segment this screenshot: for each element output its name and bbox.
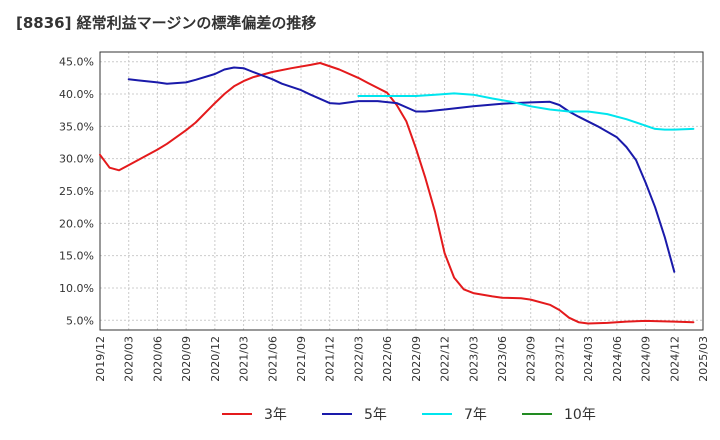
- x-tick-label: 2022/09: [410, 336, 423, 382]
- series-lines: [99, 62, 695, 325]
- y-tick-label: 30.0%: [59, 153, 94, 166]
- y-tick-label: 5.0%: [66, 314, 94, 327]
- x-tick-label: 2023/09: [525, 336, 538, 382]
- y-tick-label: 15.0%: [59, 250, 94, 263]
- legend-label-2: 7年: [464, 407, 487, 423]
- x-tick-label: 2023/12: [553, 336, 566, 382]
- grid-lines: [99, 52, 704, 330]
- x-tick-label: 2022/03: [352, 336, 365, 382]
- x-tick-label: 2023/06: [496, 336, 509, 382]
- x-tick-label: 2020/12: [209, 336, 222, 382]
- x-tick-label: 2021/12: [324, 336, 337, 382]
- y-tick-label: 35.0%: [59, 120, 94, 133]
- series-line-1: [127, 66, 676, 273]
- x-tick-label: 2022/06: [381, 336, 394, 382]
- x-tick-label: 2024/09: [640, 336, 653, 382]
- legend-label-3: 10年: [564, 407, 596, 423]
- y-tick-label: 10.0%: [59, 282, 94, 295]
- x-tick-label: 2020/03: [123, 336, 136, 382]
- y-tick-label: 20.0%: [59, 217, 94, 230]
- x-tick-label: 2020/06: [151, 336, 164, 382]
- x-tick-label: 2022/12: [439, 336, 452, 382]
- x-tick-label: 2021/09: [295, 336, 308, 382]
- series-line-2: [357, 92, 695, 131]
- x-tick-label: 2020/09: [180, 336, 193, 382]
- x-tick-label: 2023/03: [467, 336, 480, 382]
- x-tick-label: 2021/03: [238, 336, 251, 382]
- chart-title: [8836] 経常利益マージンの標準偏差の推移: [16, 14, 317, 32]
- y-tick-label: 25.0%: [59, 185, 94, 198]
- x-tick-label: 2024/03: [582, 336, 595, 382]
- x-tick-label: 2019/12: [94, 336, 107, 382]
- y-tick-label: 40.0%: [59, 88, 94, 101]
- legend-label-1: 5年: [364, 407, 387, 423]
- axes: 5.0% 10.0% 15.0% 20.0% 25.0% 30.0% 35.0% 40.0% 4…: [59, 51, 710, 382]
- legend-label-0: 3年: [264, 407, 287, 423]
- series-line-0: [99, 62, 695, 325]
- x-tick-label: 2024/06: [611, 336, 624, 382]
- x-tick-label: 2025/03: [697, 336, 710, 382]
- x-tick-label: 2021/06: [266, 336, 279, 382]
- plot-frame: [99, 51, 704, 331]
- y-tick-label: 45.0%: [59, 56, 94, 69]
- x-tick-label: 2024/12: [668, 336, 681, 382]
- legend: 3年 5年 7年 10年: [222, 407, 596, 423]
